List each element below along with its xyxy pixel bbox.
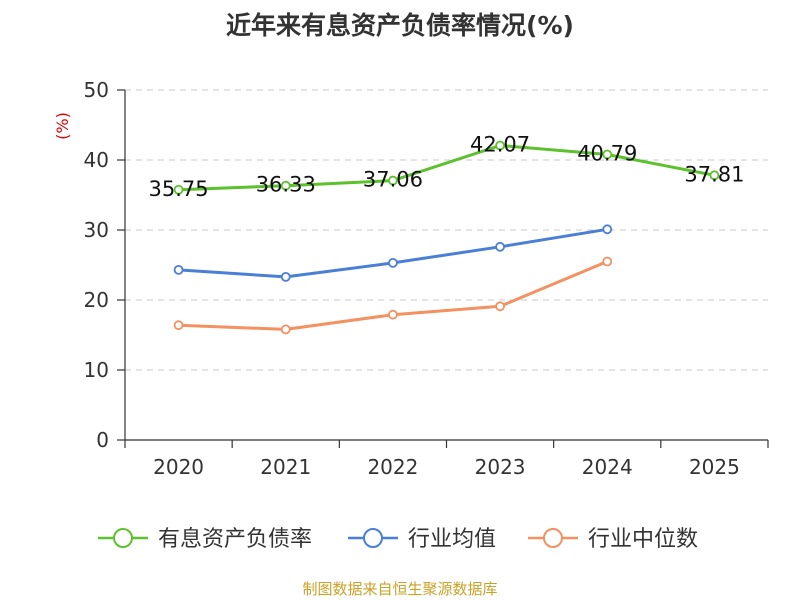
x-tick-label-2020: 2020 [153,455,204,479]
data-point-2-2022 [388,309,398,320]
data-point-1-2023 [495,241,505,252]
source-note: 制图数据来自恒生聚源数据库 [302,580,497,598]
data-label-2020: 35.75 [149,177,209,201]
data-point-0-2025 [709,170,720,181]
x-tick-label-2024: 2024 [582,455,633,479]
data-point-1-2024 [602,224,613,235]
series-2 [173,256,613,335]
x-tick-label-2023: 2023 [475,455,526,479]
data-label-2024: 40.79 [577,141,637,165]
series-line-0 [178,144,715,192]
data-point-2-2021 [280,324,291,335]
series-0 [173,140,720,195]
y-tick-label-50: 50 [84,78,109,102]
legend-item-0: 有息资产负债率 [98,527,312,552]
legend-item-1: 行业均值 [348,527,496,552]
y-tick-label-10: 10 [84,358,109,382]
chart-title: 近年来有息资产负债率情况(%) [226,11,574,40]
legend-label-0: 有息资产负债率 [158,527,312,552]
y-tick-label-30: 30 [84,218,109,242]
data-point-0-2020 [173,184,184,195]
y-tick-label-40: 40 [84,148,109,172]
data-point-2-2023 [495,301,505,312]
data-point-0-2023 [495,140,505,151]
x-tick-label-2022: 2022 [367,455,418,479]
x-tick-label-2021: 2021 [260,455,311,479]
data-label-2023: 42.07 [470,133,530,157]
data-point-2-2020 [173,320,184,331]
legend: 有息资产负债率 行业均值 行业中位数 [98,527,698,552]
data-label-layer: 35.75 36.33 37.06 42.07 40.79 37.81 [149,133,745,201]
data-point-1-2022 [388,257,398,268]
y-tick-label-20: 20 [84,288,109,312]
legend-swatch-marker [543,528,563,548]
data-label-2022: 37.06 [363,168,423,192]
series-line-1 [178,227,608,279]
legend-label-2: 行业中位数 [588,527,698,552]
data-point-0-2021 [280,180,291,191]
series-1 [173,224,613,282]
data-label-2025: 37.81 [684,162,744,186]
data-point-1-2020 [173,264,184,275]
y-tick-label-0: 0 [96,428,109,452]
legend-label-1: 行业均值 [408,527,496,552]
y-axis-unit: (%) [53,112,72,140]
legend-swatch-marker [113,528,133,548]
axis-layer: 0 10 20 30 40 50 2020 2021 2022 2023 2024 2025 [84,78,769,479]
data-point-0-2022 [388,175,398,186]
data-point-2-2024 [602,256,613,267]
legend-swatch-marker [363,528,383,548]
legend-item-2: 行业中位数 [528,527,698,552]
series-layer [173,140,720,335]
grid-layer [125,89,768,371]
data-label-2021: 36.33 [256,173,316,197]
x-tick-label-2025: 2025 [689,455,740,479]
data-point-1-2021 [280,271,291,282]
data-point-0-2024 [602,149,613,160]
